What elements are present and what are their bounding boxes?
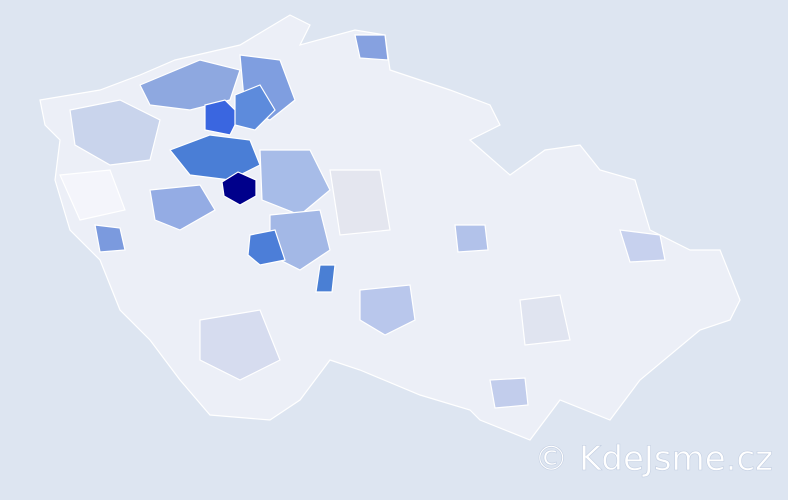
region — [259, 149, 331, 216]
region — [315, 264, 336, 293]
region — [454, 224, 489, 253]
watermark: © KdeJsme.cz — [534, 439, 773, 479]
region — [234, 84, 276, 131]
region — [69, 99, 161, 166]
region — [247, 229, 286, 266]
region — [329, 169, 391, 236]
region — [199, 309, 281, 381]
region — [619, 229, 666, 263]
region — [359, 284, 416, 336]
region — [59, 169, 126, 221]
region — [221, 171, 257, 206]
region — [354, 34, 389, 61]
region — [149, 184, 216, 231]
region — [519, 294, 571, 346]
region — [489, 377, 529, 409]
region — [94, 224, 126, 253]
region — [139, 59, 241, 111]
country — [39, 14, 741, 441]
